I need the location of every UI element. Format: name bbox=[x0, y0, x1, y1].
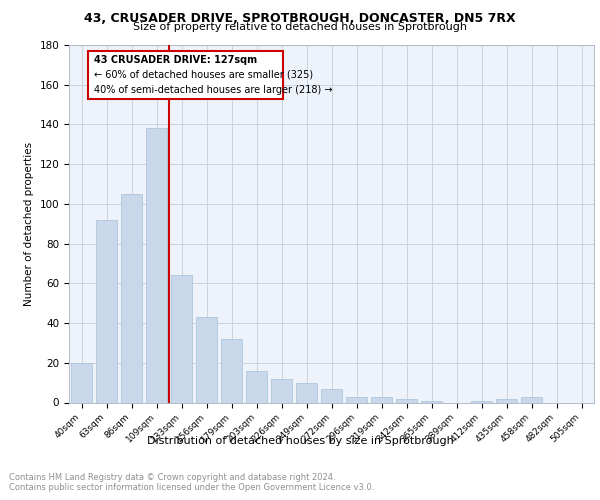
Bar bbox=[246, 370, 267, 402]
Bar bbox=[221, 339, 242, 402]
Text: 43, CRUSADER DRIVE, SPROTBROUGH, DONCASTER, DN5 7RX: 43, CRUSADER DRIVE, SPROTBROUGH, DONCAST… bbox=[84, 12, 516, 26]
Bar bbox=[371, 396, 392, 402]
Bar bbox=[321, 388, 342, 402]
Text: Distribution of detached houses by size in Sprotbrough: Distribution of detached houses by size … bbox=[146, 436, 454, 446]
Bar bbox=[496, 398, 517, 402]
Bar bbox=[171, 276, 192, 402]
Bar bbox=[346, 396, 367, 402]
Y-axis label: Number of detached properties: Number of detached properties bbox=[24, 142, 34, 306]
Bar bbox=[71, 363, 92, 403]
Bar bbox=[121, 194, 142, 402]
Bar bbox=[521, 396, 542, 402]
Text: Contains HM Land Registry data © Crown copyright and database right 2024.
Contai: Contains HM Land Registry data © Crown c… bbox=[9, 472, 374, 492]
Bar bbox=[471, 400, 492, 402]
Text: 40% of semi-detached houses are larger (218) →: 40% of semi-detached houses are larger (… bbox=[94, 84, 332, 94]
Bar bbox=[271, 378, 292, 402]
Bar bbox=[421, 400, 442, 402]
Text: 43 CRUSADER DRIVE: 127sqm: 43 CRUSADER DRIVE: 127sqm bbox=[94, 55, 257, 65]
Bar bbox=[88, 51, 283, 98]
Bar bbox=[146, 128, 167, 402]
Bar bbox=[296, 382, 317, 402]
Text: ← 60% of detached houses are smaller (325): ← 60% of detached houses are smaller (32… bbox=[94, 70, 313, 80]
Text: Size of property relative to detached houses in Sprotbrough: Size of property relative to detached ho… bbox=[133, 22, 467, 32]
Bar bbox=[396, 398, 417, 402]
Bar bbox=[196, 317, 217, 402]
Bar bbox=[96, 220, 117, 402]
